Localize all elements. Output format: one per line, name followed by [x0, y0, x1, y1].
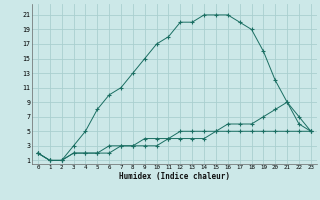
X-axis label: Humidex (Indice chaleur): Humidex (Indice chaleur) [119, 172, 230, 181]
